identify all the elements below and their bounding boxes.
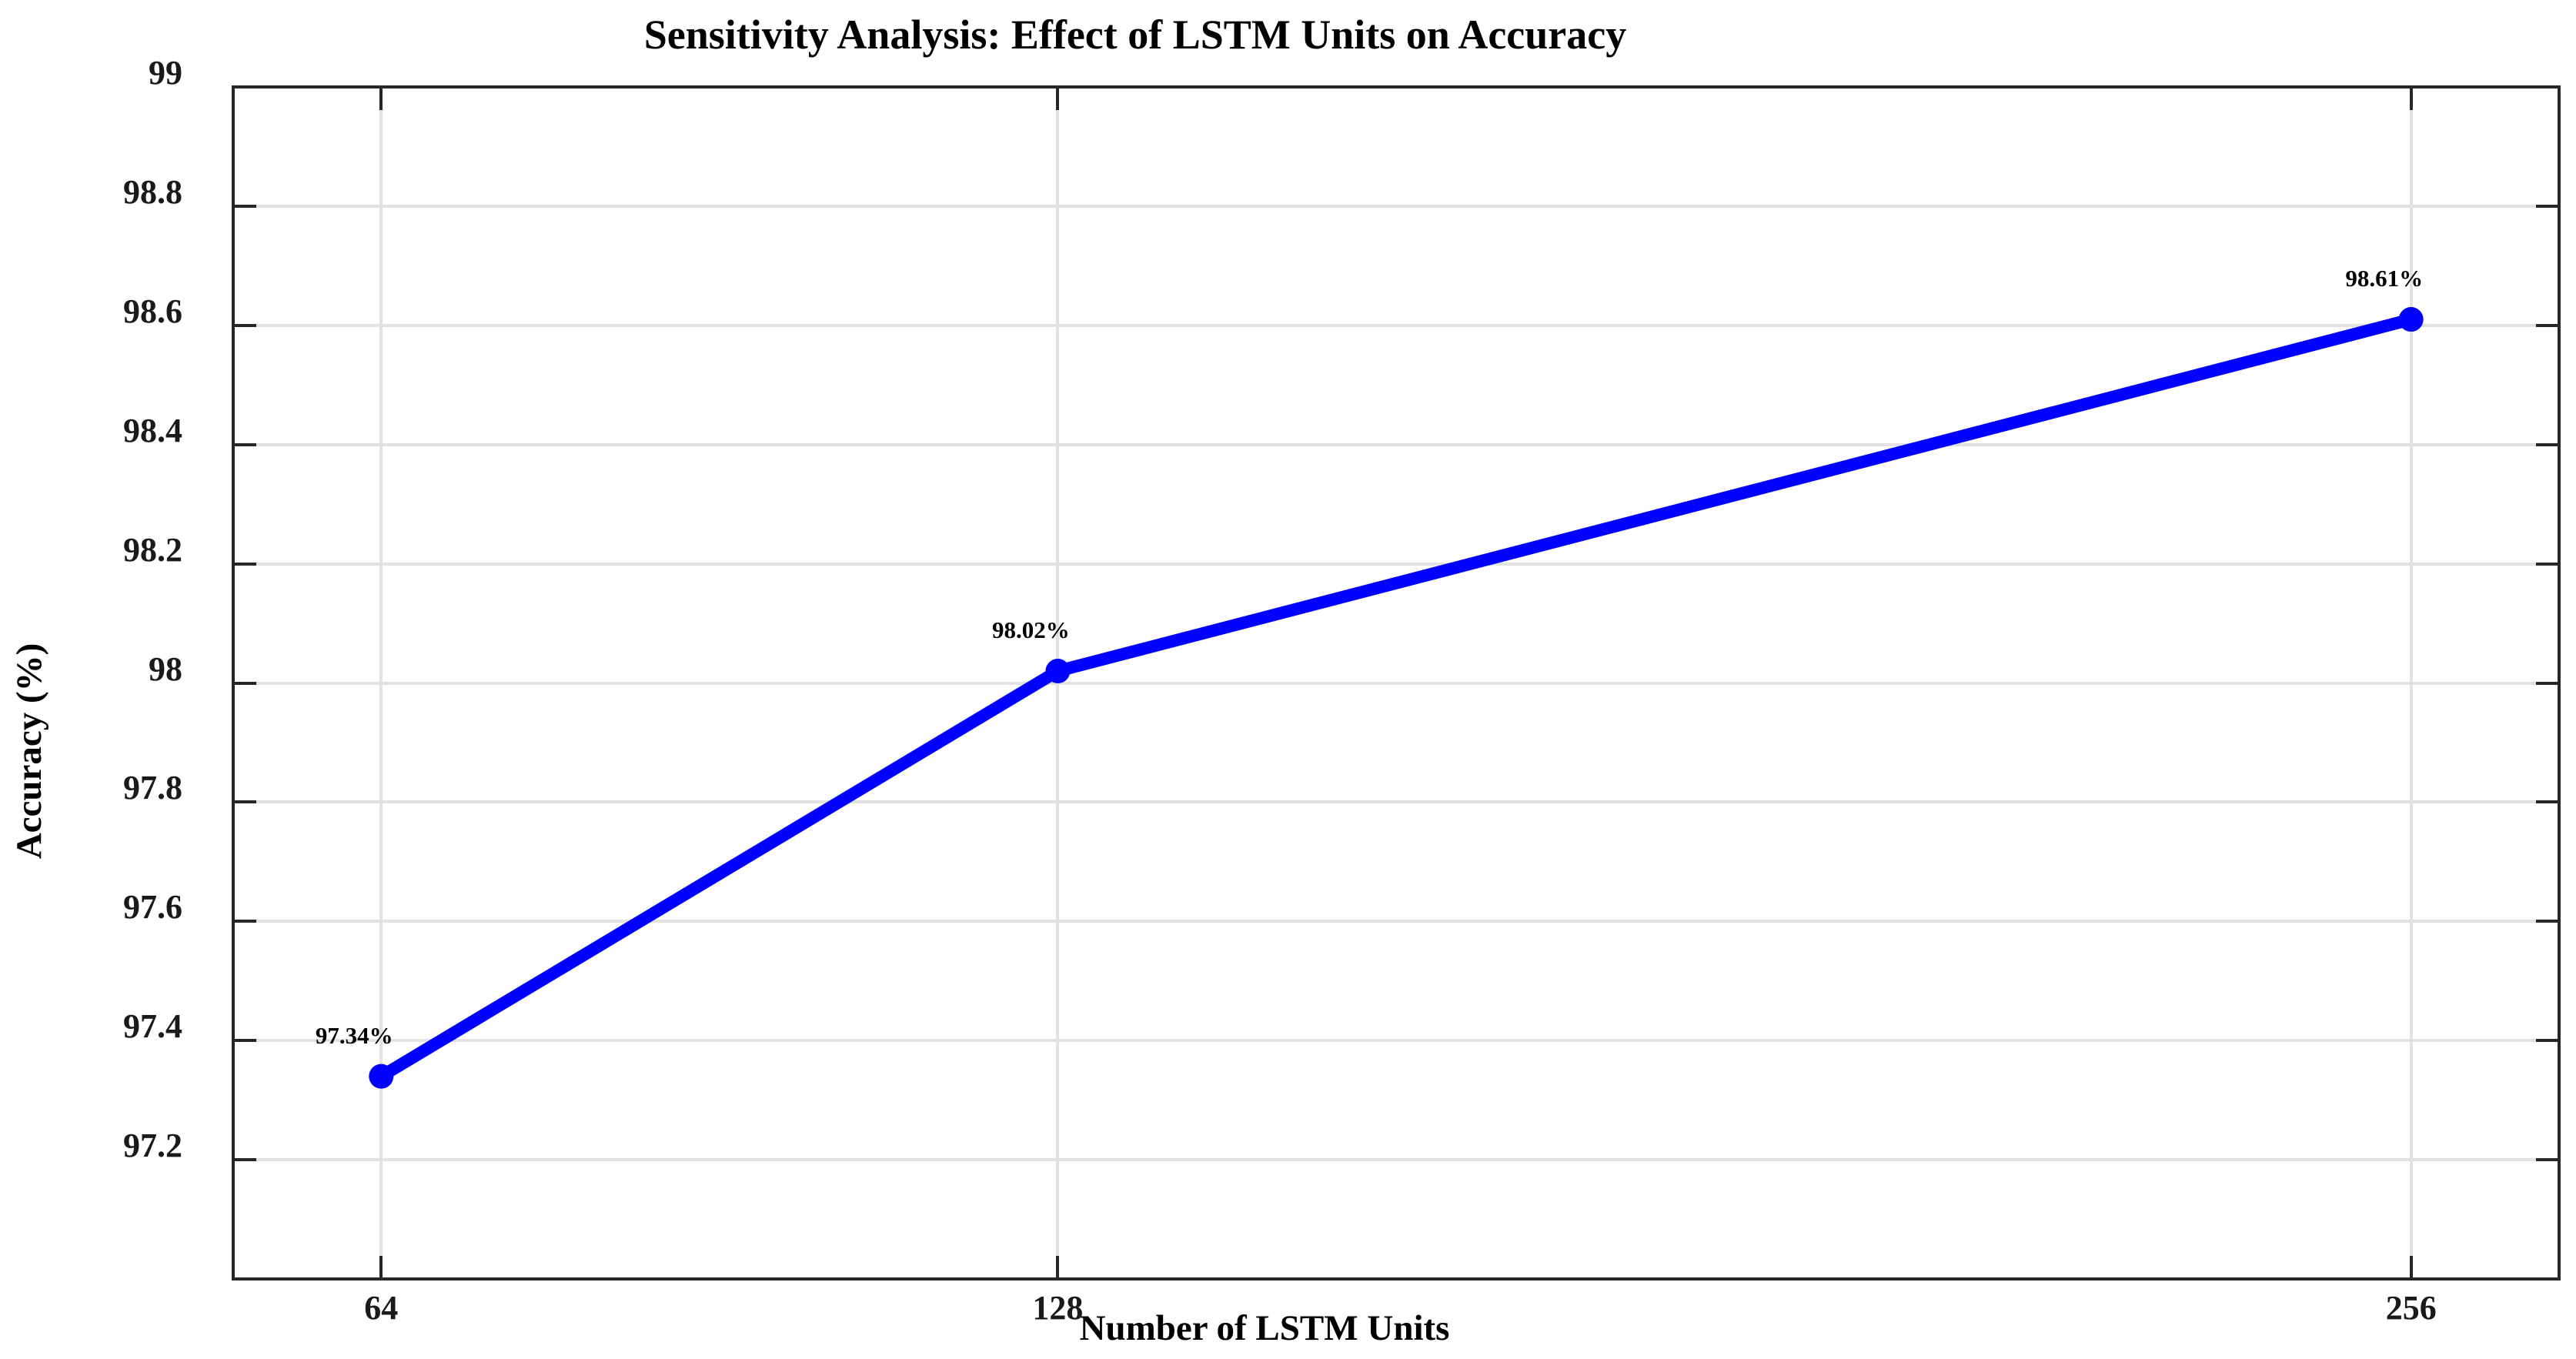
plot-area: 97.34% 98.02% 98.61% (232, 85, 2561, 1281)
x-tick-mark (1056, 87, 1060, 110)
y-tick-mark (2536, 681, 2559, 685)
y-tick-mark (2536, 204, 2559, 208)
y-axis-tick-label: 98.8 (123, 172, 182, 211)
series-plot (369, 307, 2424, 1089)
y-gridline (233, 562, 2559, 566)
y-tick-mark (2536, 800, 2559, 804)
y-tick-mark (233, 562, 256, 566)
y-axis-tick-label: 97.4 (123, 1007, 182, 1046)
y-tick-mark (233, 442, 256, 446)
y-gridline (233, 1158, 2559, 1162)
y-gridline (233, 681, 2559, 685)
y-tick-mark (233, 800, 256, 804)
data-point-marker (1045, 659, 1071, 684)
y-axis-tick-label: 98.6 (123, 292, 182, 330)
y-tick-mark (2536, 562, 2559, 566)
x-tick-mark (2409, 87, 2413, 110)
y-gridline (233, 800, 2559, 804)
x-gridline (379, 87, 383, 1279)
y-axis-tick-label: 97.2 (123, 1127, 182, 1165)
y-axis-tick-label: 97.6 (123, 888, 182, 927)
y-gridline (233, 204, 2559, 208)
y-tick-mark (233, 85, 256, 88)
data-point-label: 98.61% (2345, 265, 2424, 292)
y-tick-mark (2536, 323, 2559, 327)
x-tick-mark (379, 87, 383, 110)
y-axis-tick-label: 97.8 (123, 769, 182, 807)
x-axis-tick-label: 256 (2385, 1289, 2437, 1327)
data-point-marker (369, 1063, 394, 1089)
y-gridline (233, 323, 2559, 327)
y-axis-tick-label: 98.2 (123, 530, 182, 569)
x-axis-tick-label: 64 (364, 1289, 399, 1327)
data-point-label: 97.34% (315, 1021, 393, 1049)
y-tick-mark (233, 681, 256, 685)
series-line (375, 313, 2417, 1083)
x-axis-tick-label: 128 (1032, 1289, 1084, 1327)
y-tick-mark (2536, 920, 2559, 923)
x-gridline (2409, 87, 2413, 1279)
x-tick-mark (2409, 1256, 2413, 1279)
y-tick-mark (2536, 442, 2559, 446)
y-axis-tick-label: 99 (149, 54, 182, 92)
data-point-label: 98.02% (992, 616, 1070, 643)
y-axis-tick-label: 98.4 (123, 411, 182, 449)
x-tick-mark (379, 1256, 383, 1279)
y-tick-mark (233, 1158, 256, 1162)
x-tick-mark (1056, 1256, 1060, 1279)
y-gridline (233, 1039, 2559, 1043)
y-tick-mark (233, 920, 256, 923)
y-axis-tick-label: 98 (149, 649, 182, 688)
data-point-marker (2398, 307, 2424, 332)
y-tick-mark (233, 323, 256, 327)
x-axis-label: Number of LSTM Units (1079, 1308, 1450, 1348)
y-tick-mark (2536, 1039, 2559, 1043)
y-gridline (233, 920, 2559, 923)
y-tick-mark (2536, 1158, 2559, 1162)
y-tick-mark (233, 1039, 256, 1043)
y-gridline (233, 442, 2559, 446)
chart-title: Sensitivity Analysis: Effect of LSTM Uni… (643, 12, 1627, 58)
y-tick-mark (2536, 85, 2559, 88)
y-tick-mark (233, 204, 256, 208)
